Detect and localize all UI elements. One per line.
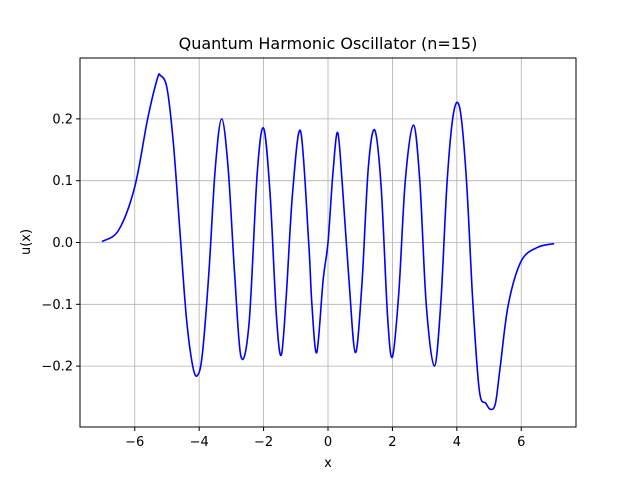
x-tick-label: 2 xyxy=(388,435,396,450)
y-axis-label: u(x) xyxy=(19,229,34,255)
x-tick-label: −4 xyxy=(190,435,209,450)
x-ticks: −6 −4 −2 0 2 4 6 xyxy=(125,427,525,450)
y-tick-label: −0.2 xyxy=(41,360,73,375)
x-tick-label: −2 xyxy=(254,435,273,450)
y-tick-label: −0.1 xyxy=(41,298,73,313)
y-tick-label: 0.1 xyxy=(52,174,73,189)
y-ticks: −0.2 −0.1 0.0 0.1 0.2 xyxy=(41,112,80,375)
x-tick-label: 0 xyxy=(324,435,332,450)
x-axis-label: x xyxy=(324,456,332,471)
grid xyxy=(80,58,576,427)
series-line-0 xyxy=(101,73,555,411)
y-tick-label: 0.0 xyxy=(52,236,73,251)
y-tick-label: 0.2 xyxy=(52,112,73,127)
x-tick-label: 6 xyxy=(517,435,525,450)
x-tick-label: −6 xyxy=(125,435,144,450)
x-tick-label: 4 xyxy=(453,435,461,450)
chart-title: Quantum Harmonic Oscillator (n=15) xyxy=(179,34,478,53)
plot-area xyxy=(101,73,555,411)
